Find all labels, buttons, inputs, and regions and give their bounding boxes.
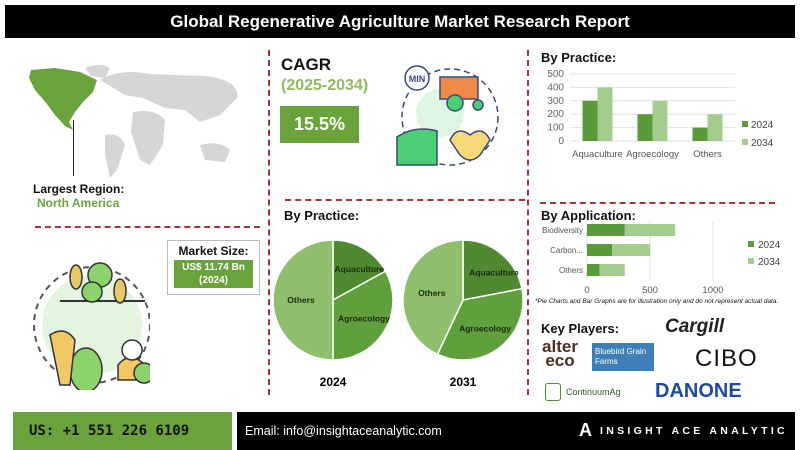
x-tick-label: 500: [642, 285, 658, 296]
x-tick-label: Others: [693, 149, 722, 160]
pie-slice-label: Agroecology: [338, 313, 390, 323]
pie-slice-others: [402, 239, 464, 356]
bar-others-2034: [707, 114, 723, 141]
footer-bar: Email: info@insightaceanalytic.com A INS…: [237, 412, 795, 450]
largest-region-value: North America: [37, 196, 120, 210]
legend-swatch: [742, 139, 748, 145]
largest-region-label: Largest Region:: [33, 182, 125, 196]
logo-danone: DANONE: [655, 380, 742, 402]
bar-segment-2034: [624, 224, 676, 236]
region-pointer: [73, 120, 74, 176]
bar-chart-title: By Practice:: [541, 50, 617, 65]
report-title: Global Regenerative Agriculture Market R…: [5, 5, 795, 38]
pie-2031-year-label: 2031: [450, 375, 477, 389]
divider: [527, 50, 529, 395]
market-size-box: Market Size: US$ 11.74 Bn (2024): [167, 240, 260, 295]
logo-bluebird-grain-farms: Bluebird Grain Farms: [592, 343, 654, 371]
greenland-shape: [85, 65, 110, 78]
north-america-highlight: [29, 68, 97, 130]
australia-shape: [200, 143, 230, 162]
y-tick-label: Others: [559, 266, 583, 275]
bar-aquaculture-2034: [597, 87, 613, 141]
y-tick-label: 100: [547, 123, 564, 134]
x-tick-label: 0: [584, 285, 589, 296]
bar-segment-2034: [599, 264, 625, 276]
market-size-value-box: US$ 11.74 Bn (2024): [174, 260, 253, 288]
pie-slice-label: Aquaculture: [469, 267, 519, 277]
bar-segment-2034: [612, 244, 650, 256]
y-tick-label: 400: [547, 82, 564, 93]
pie-slice-label: Agroecology: [459, 323, 511, 333]
pie-slice-agroecology: [436, 287, 524, 361]
x-tick-label: Aquaculture: [572, 149, 623, 160]
pie-slice-aquaculture: [332, 239, 387, 302]
market-size-value: US$ 11.74 Bn: [182, 262, 245, 273]
divider: [268, 50, 270, 395]
pie-slice-agroecology: [332, 270, 394, 361]
pie-slice-aquaculture: [462, 239, 523, 301]
bar-aquaculture-2024: [582, 100, 598, 141]
y-tick-label: 0: [558, 136, 564, 147]
legend-swatch: [748, 258, 754, 264]
practice-pie-charts: 2024 2031 Aquaculture Agroecology Others Aq…: [272, 239, 524, 389]
pie-slice-label: Others: [418, 288, 446, 298]
divider: [285, 199, 525, 201]
legend-swatch: [742, 121, 748, 127]
pie-slice-label: Others: [287, 295, 315, 305]
cagr-period: (2025-2034): [281, 77, 369, 94]
bar-agroecology-2024: [637, 114, 653, 141]
y-tick-label: Carbon...: [550, 246, 583, 255]
disclaimer-note: *Pie Charts and Bar Graphs are for illus…: [535, 298, 779, 305]
divider: [35, 226, 260, 228]
legend-swatch: [748, 241, 754, 247]
footer-phone: US: +1 551 226 6109: [13, 412, 232, 450]
x-tick-label: Agroecology: [626, 149, 679, 160]
y-tick-label: 500: [547, 69, 564, 80]
bar-segment-2024: [587, 224, 625, 236]
continuumag-icon: [545, 383, 561, 401]
logo-cargill: Cargill: [665, 316, 725, 337]
key-players-label: Key Players:: [541, 321, 620, 336]
footer-email[interactable]: Email: info@insightaceanalytic.com: [245, 424, 442, 438]
bar-segment-2024: [587, 244, 613, 256]
pie-section-title: By Practice:: [284, 208, 360, 223]
practice-bar-chart: 0 100 200 300 400 500 Aquaculture Agroecology Ot…: [547, 69, 774, 160]
bar-others-2024: [692, 127, 708, 141]
market-size-label: Market Size:: [178, 244, 249, 258]
legend-label: 2024: [751, 120, 774, 131]
logo-alter-eco: alter eco: [542, 337, 578, 370]
legend-label: 2024: [758, 240, 781, 251]
footer-brand: INSIGHT ACE ANALYTIC: [600, 425, 788, 437]
y-tick-label: 200: [547, 109, 564, 120]
logo-continuumag: ContinuumAg: [566, 387, 621, 397]
cagr-value: 15.5%: [280, 106, 359, 143]
x-tick-label: 1000: [702, 285, 723, 296]
logo-cibo: CIBO: [695, 345, 758, 372]
pie-slice-others: [272, 239, 334, 361]
svg-text:MIN: MIN: [409, 74, 426, 84]
bar-segment-2024: [587, 264, 600, 276]
application-bar-chart: 0 500 1000 Biodiversity Carbon... Others 2024 2…: [542, 222, 781, 296]
world-map: [29, 65, 238, 178]
eurasia-shape: [100, 72, 238, 122]
south-america-shape: [105, 134, 125, 178]
legend-label: 2034: [751, 138, 774, 149]
pie-slice-label: Aquaculture: [335, 264, 385, 274]
bar-agroecology-2034: [652, 100, 668, 141]
legend-label: 2034: [758, 257, 781, 268]
y-tick-label: Biodiversity: [542, 226, 583, 235]
africa-shape: [131, 111, 165, 165]
regenerative-farming-illustration: [33, 262, 150, 390]
farm-tractor-illustration: MIN: [396, 65, 499, 166]
insight-ace-logo-icon: A: [579, 420, 592, 440]
cagr-label: CAGR: [281, 55, 332, 74]
y-tick-label: 300: [547, 96, 564, 107]
application-chart-title: By Application:: [541, 208, 636, 223]
market-size-year: (2024): [199, 275, 228, 286]
pie-2024-year-label: 2024: [320, 375, 347, 389]
divider: [540, 202, 775, 204]
